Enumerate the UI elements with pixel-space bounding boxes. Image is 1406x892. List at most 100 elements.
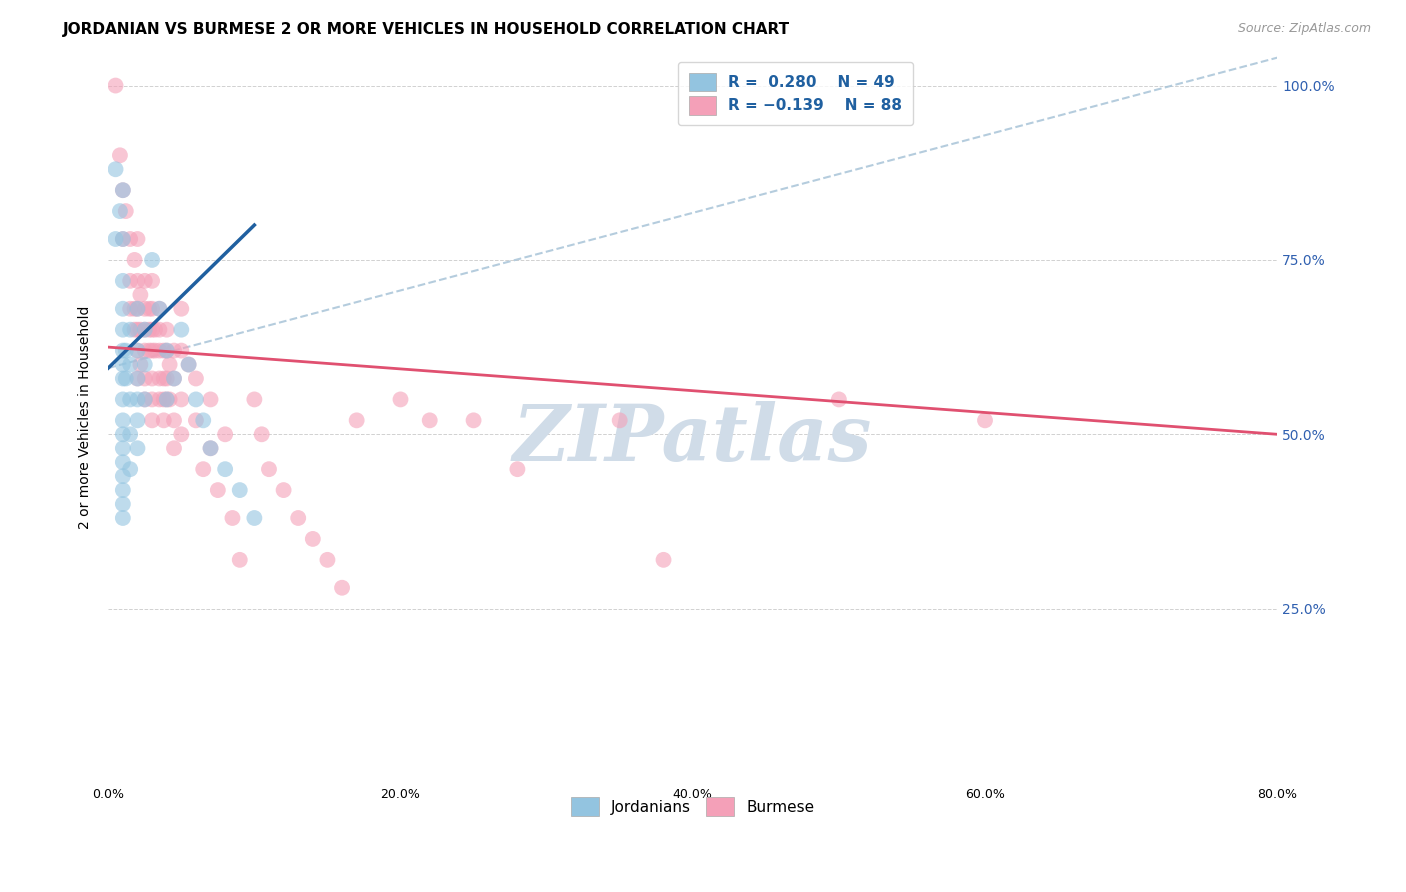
Point bbox=[243, 392, 266, 407]
Point bbox=[184, 371, 207, 385]
Point bbox=[138, 301, 160, 316]
Point bbox=[111, 427, 134, 442]
Point bbox=[138, 343, 160, 358]
Point bbox=[609, 413, 631, 427]
Point bbox=[170, 343, 193, 358]
Point bbox=[127, 301, 149, 316]
Point bbox=[134, 343, 156, 358]
Point bbox=[120, 392, 142, 407]
Point bbox=[111, 455, 134, 469]
Point bbox=[156, 323, 179, 337]
Point bbox=[120, 358, 142, 372]
Point bbox=[250, 427, 273, 442]
Point bbox=[134, 358, 156, 372]
Point bbox=[127, 413, 149, 427]
Point bbox=[177, 358, 200, 372]
Legend: Jordanians, Burmese: Jordanians, Burmese bbox=[561, 787, 825, 827]
Point bbox=[141, 274, 163, 288]
Point bbox=[156, 371, 179, 385]
Point bbox=[221, 511, 243, 525]
Point bbox=[114, 343, 136, 358]
Point bbox=[152, 413, 174, 427]
Point bbox=[207, 483, 229, 497]
Point bbox=[104, 232, 127, 246]
Point bbox=[127, 323, 149, 337]
Point bbox=[114, 204, 136, 219]
Point bbox=[120, 301, 142, 316]
Point bbox=[111, 469, 134, 483]
Point bbox=[257, 462, 280, 476]
Point bbox=[111, 358, 134, 372]
Point bbox=[134, 301, 156, 316]
Point bbox=[124, 252, 146, 267]
Point bbox=[463, 413, 485, 427]
Point bbox=[200, 392, 222, 407]
Point bbox=[229, 553, 252, 567]
Point bbox=[111, 301, 134, 316]
Text: Source: ZipAtlas.com: Source: ZipAtlas.com bbox=[1237, 22, 1371, 36]
Point bbox=[143, 323, 166, 337]
Point bbox=[138, 323, 160, 337]
Point bbox=[170, 301, 193, 316]
Point bbox=[129, 358, 152, 372]
Point bbox=[389, 392, 412, 407]
Point bbox=[127, 343, 149, 358]
Point bbox=[134, 274, 156, 288]
Point bbox=[134, 323, 156, 337]
Point bbox=[652, 553, 675, 567]
Point bbox=[111, 413, 134, 427]
Point bbox=[177, 358, 200, 372]
Point bbox=[141, 413, 163, 427]
Point bbox=[200, 442, 222, 456]
Point bbox=[127, 232, 149, 246]
Point bbox=[120, 427, 142, 442]
Point bbox=[111, 511, 134, 525]
Point bbox=[108, 148, 131, 162]
Point bbox=[120, 232, 142, 246]
Point bbox=[152, 392, 174, 407]
Point bbox=[148, 392, 170, 407]
Point bbox=[141, 301, 163, 316]
Point bbox=[243, 511, 266, 525]
Point bbox=[111, 497, 134, 511]
Point bbox=[200, 442, 222, 456]
Point bbox=[273, 483, 295, 497]
Point bbox=[346, 413, 368, 427]
Point bbox=[129, 287, 152, 301]
Point bbox=[141, 371, 163, 385]
Point bbox=[170, 323, 193, 337]
Point bbox=[184, 392, 207, 407]
Point bbox=[148, 343, 170, 358]
Point bbox=[156, 392, 179, 407]
Point bbox=[141, 323, 163, 337]
Point bbox=[419, 413, 441, 427]
Point bbox=[111, 183, 134, 197]
Point bbox=[148, 323, 170, 337]
Point bbox=[163, 371, 186, 385]
Point bbox=[214, 427, 236, 442]
Point bbox=[111, 371, 134, 385]
Point bbox=[120, 323, 142, 337]
Point bbox=[152, 371, 174, 385]
Text: ZIPatlas: ZIPatlas bbox=[513, 401, 873, 477]
Point bbox=[170, 392, 193, 407]
Point bbox=[287, 511, 309, 525]
Point bbox=[152, 343, 174, 358]
Point bbox=[143, 343, 166, 358]
Point bbox=[214, 462, 236, 476]
Point bbox=[124, 301, 146, 316]
Point bbox=[163, 413, 186, 427]
Point bbox=[148, 301, 170, 316]
Point bbox=[163, 371, 186, 385]
Point bbox=[134, 323, 156, 337]
Point bbox=[148, 301, 170, 316]
Point bbox=[111, 232, 134, 246]
Point bbox=[301, 532, 323, 546]
Point bbox=[111, 343, 134, 358]
Point bbox=[127, 371, 149, 385]
Point bbox=[229, 483, 252, 497]
Point bbox=[193, 462, 215, 476]
Point bbox=[170, 427, 193, 442]
Point bbox=[163, 343, 186, 358]
Point bbox=[141, 343, 163, 358]
